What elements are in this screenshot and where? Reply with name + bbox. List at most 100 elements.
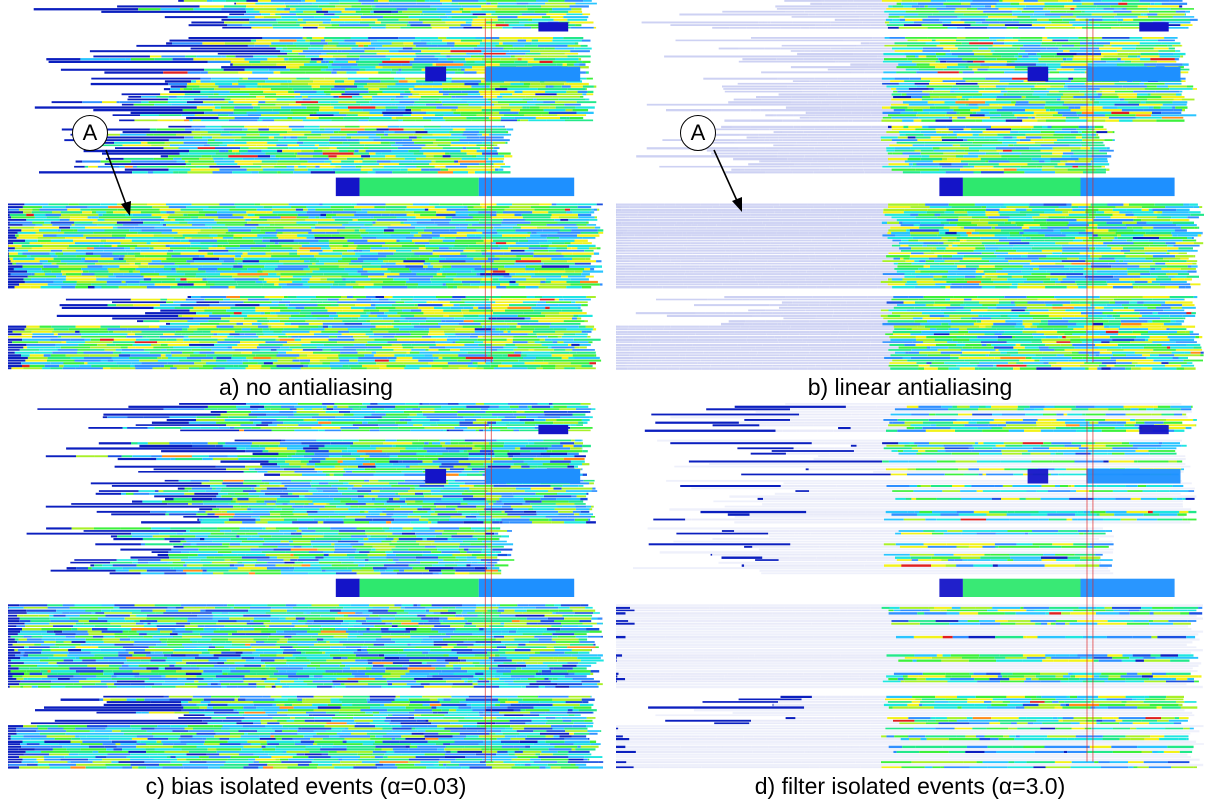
event-segment [744, 168, 761, 171]
event-segment [8, 231, 18, 234]
event-segment [509, 103, 536, 106]
event-segment [295, 306, 305, 309]
event-segment [93, 109, 183, 112]
event-segment [142, 336, 147, 338]
event-segment [453, 111, 461, 114]
event-segment [330, 304, 339, 307]
event-segment [418, 247, 426, 250]
event-segment [893, 90, 898, 93]
event-segment [344, 8, 361, 11]
event-segment [375, 296, 385, 298]
event-segment [946, 66, 966, 69]
event-segment [537, 336, 548, 338]
event-segment [285, 304, 289, 307]
event-segment [1023, 8, 1044, 10]
event-segment [905, 10, 930, 13]
event-segment [386, 255, 411, 258]
event-segment [171, 268, 176, 271]
event-segment [106, 239, 132, 242]
event-segment [193, 98, 225, 101]
event-segment [401, 68, 422, 71]
event-segment [825, 160, 849, 163]
event-segment [466, 116, 489, 120]
event-segment [344, 268, 363, 271]
event-segment [986, 13, 1013, 16]
event-segment [729, 26, 747, 29]
event-segment [881, 139, 892, 141]
event-segment [567, 244, 596, 247]
event-segment [191, 125, 206, 128]
event-segment [371, 5, 376, 8]
event-segment [245, 98, 277, 101]
event-segment [311, 312, 337, 315]
event-segment [1068, 106, 1075, 109]
event-segment [328, 10, 342, 13]
event-segment [336, 213, 355, 217]
event-segment [344, 101, 357, 104]
event-segment [291, 322, 309, 325]
event-segment [534, 10, 549, 13]
event-segment [746, 136, 758, 139]
event-segment [318, 101, 331, 104]
event-segment [322, 349, 331, 351]
event-segment [140, 270, 155, 273]
event-segment [172, 42, 203, 45]
event-segment [509, 325, 517, 328]
event-segment [822, 2, 850, 5]
event-segment [285, 168, 295, 171]
event-segment [1002, 149, 1012, 152]
event-segment [911, 5, 920, 8]
event-segment [993, 165, 1021, 168]
event-segment [161, 231, 178, 234]
event-segment [177, 231, 198, 234]
event-segment [275, 13, 281, 16]
event-segment [862, 160, 879, 163]
event-segment [407, 80, 417, 83]
event-segment [424, 328, 430, 331]
event-segment [734, 141, 765, 144]
event-segment [896, 66, 920, 69]
event-segment [35, 224, 43, 226]
event-segment [311, 226, 315, 229]
event-segment [491, 171, 511, 174]
event-segment [235, 286, 262, 289]
event-segment [235, 304, 260, 307]
event-segment [1093, 60, 1107, 63]
event-segment [259, 133, 280, 136]
event-segment [472, 155, 477, 158]
event-segment [74, 242, 104, 245]
event-segment [1064, 5, 1077, 8]
event-segment [398, 10, 403, 13]
event-segment [93, 231, 112, 234]
event-segment [487, 265, 505, 268]
event-segment [246, 10, 260, 13]
event-segment [496, 213, 515, 217]
event-segment [459, 8, 464, 11]
event-segment [506, 131, 509, 134]
event-segment [430, 24, 461, 27]
event-segment [186, 278, 203, 281]
event-segment [516, 2, 529, 5]
event-segment [855, 10, 867, 13]
event-segment [398, 50, 422, 53]
event-segment [581, 364, 593, 368]
event-segment [319, 125, 345, 128]
event-segment [87, 216, 92, 219]
event-segment [315, 226, 346, 229]
event-segment [439, 247, 449, 250]
event-segment [123, 157, 154, 160]
event-segment [957, 55, 985, 58]
event-segment [1068, 77, 1074, 80]
event-segment [152, 171, 173, 174]
event-segment [952, 85, 980, 88]
event-segment [449, 152, 467, 155]
event-segment [420, 13, 424, 16]
event-segment [283, 328, 311, 331]
event-segment [922, 50, 946, 52]
event-segment [374, 206, 386, 209]
event-segment [962, 96, 973, 99]
event-segment [64, 231, 93, 234]
event-segment [414, 242, 430, 245]
event-segment [422, 21, 446, 24]
event-segment [503, 275, 512, 278]
